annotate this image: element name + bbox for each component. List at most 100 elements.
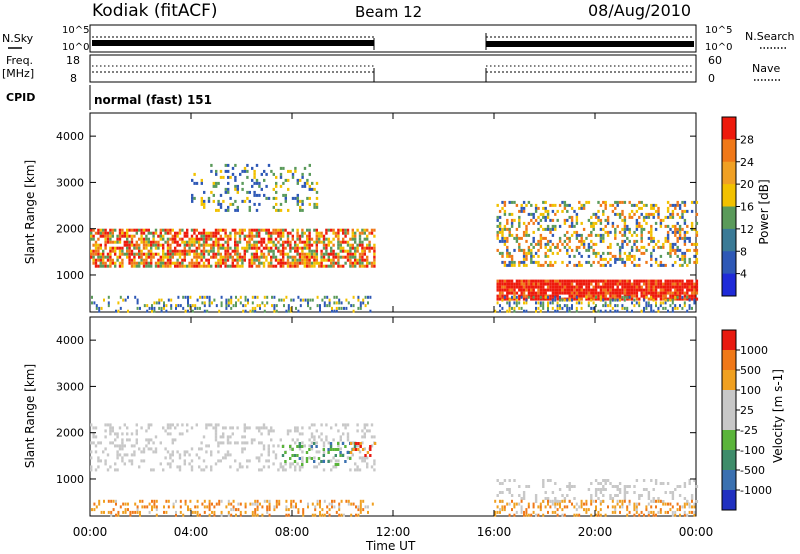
power-cell: [217, 261, 220, 265]
power-cell: [158, 301, 161, 305]
power-cell: [690, 224, 694, 228]
power-cell: [155, 301, 158, 305]
x-tick-label: 00:00: [73, 525, 108, 539]
power-cell: [681, 209, 684, 213]
power-cell: [535, 301, 537, 305]
power-cell: [306, 246, 309, 250]
power-cell: [506, 227, 509, 231]
power-cell: [277, 249, 280, 253]
power-cell: [176, 240, 179, 244]
velocity-cell: [322, 441, 326, 445]
velocity-cell: [556, 513, 559, 517]
velocity-cell: [678, 494, 682, 497]
power-cell: [609, 263, 612, 267]
power-cell: [570, 206, 574, 210]
power-cell: [554, 309, 557, 313]
velocity-cell: [371, 502, 374, 506]
velocity-cell: [285, 508, 288, 512]
power-cell: [525, 227, 528, 231]
power-cell: [695, 285, 699, 289]
power-cell: [647, 230, 651, 234]
velocity-cell: [674, 488, 677, 491]
power-cell: [662, 291, 665, 295]
velocity-cell: [652, 513, 655, 517]
power-cell: [534, 294, 538, 298]
power-cell: [320, 255, 323, 259]
power-cell: [226, 264, 230, 268]
velocity-cell: [525, 513, 528, 517]
power-cell: [234, 240, 237, 244]
power-cell: [604, 304, 607, 308]
power-cell: [549, 227, 552, 231]
power-cell: [361, 258, 364, 262]
velocity-cell: [282, 465, 285, 469]
velocity-cell: [317, 457, 321, 460]
velocity-cell: [520, 505, 523, 509]
power-cell: [630, 254, 634, 258]
power-cell: [158, 306, 161, 310]
velocity-cell: [212, 426, 215, 430]
power-cell: [559, 306, 561, 310]
velocity-cell: [147, 423, 150, 427]
velocity-cell: [118, 444, 122, 448]
power-cell: [501, 239, 504, 243]
velocity-cell: [131, 510, 134, 514]
power-cell: [282, 240, 285, 244]
power-cell: [549, 245, 552, 249]
power-cell: [162, 255, 165, 259]
power-cell: [128, 243, 131, 247]
velocity-cell: [94, 435, 98, 439]
velocity-cell: [614, 485, 617, 488]
power-cell: [594, 291, 598, 295]
power-cell: [97, 237, 100, 241]
velocity-cell: [259, 502, 261, 506]
power-cell: [128, 234, 131, 238]
power-cell: [498, 221, 502, 225]
power-cell: [147, 261, 150, 265]
velocity-cell: [226, 453, 230, 457]
power-cell: [277, 234, 280, 238]
velocity-cell: [207, 423, 210, 427]
power-cell: [522, 254, 526, 258]
power-cell: [366, 246, 369, 250]
power-cell: [575, 263, 579, 267]
power-cell: [181, 258, 184, 262]
power-cell: [135, 261, 138, 265]
power-cell: [332, 249, 335, 253]
power-cell: [539, 263, 543, 267]
power-cell: [522, 257, 526, 261]
power-cell: [91, 301, 93, 305]
power-cell: [537, 254, 540, 258]
power-cell: [592, 212, 595, 216]
power-cell: [530, 288, 533, 292]
power-cell: [342, 255, 345, 259]
velocity-cell: [626, 491, 629, 494]
power-cell: [296, 237, 299, 241]
power-cell: [503, 263, 507, 267]
power-cell: [508, 263, 511, 267]
power-cell: [650, 239, 653, 243]
velocity-cell: [688, 479, 691, 482]
velocity-cell: [679, 505, 681, 509]
power-cell: [623, 288, 627, 292]
power-cell: [551, 298, 554, 302]
power-cell: [306, 196, 309, 200]
power-cell: [270, 261, 273, 265]
power-cell: [561, 285, 564, 289]
velocity-cell: [499, 510, 501, 514]
power-cell: [532, 282, 535, 286]
velocity-cell: [307, 505, 309, 509]
power-cell: [219, 246, 222, 250]
velocity-cell: [356, 423, 359, 427]
power-cell: [508, 212, 511, 216]
power-cell: [592, 306, 595, 310]
velocity-cell: [90, 450, 93, 454]
power-cell: [258, 234, 261, 238]
power-cell: [650, 233, 653, 237]
power-cell: [645, 221, 648, 225]
velocity-cell: [251, 502, 254, 506]
power-cell: [590, 288, 593, 292]
velocity-cell: [332, 465, 335, 469]
power-cell: [200, 234, 203, 238]
power-cell: [539, 309, 542, 313]
